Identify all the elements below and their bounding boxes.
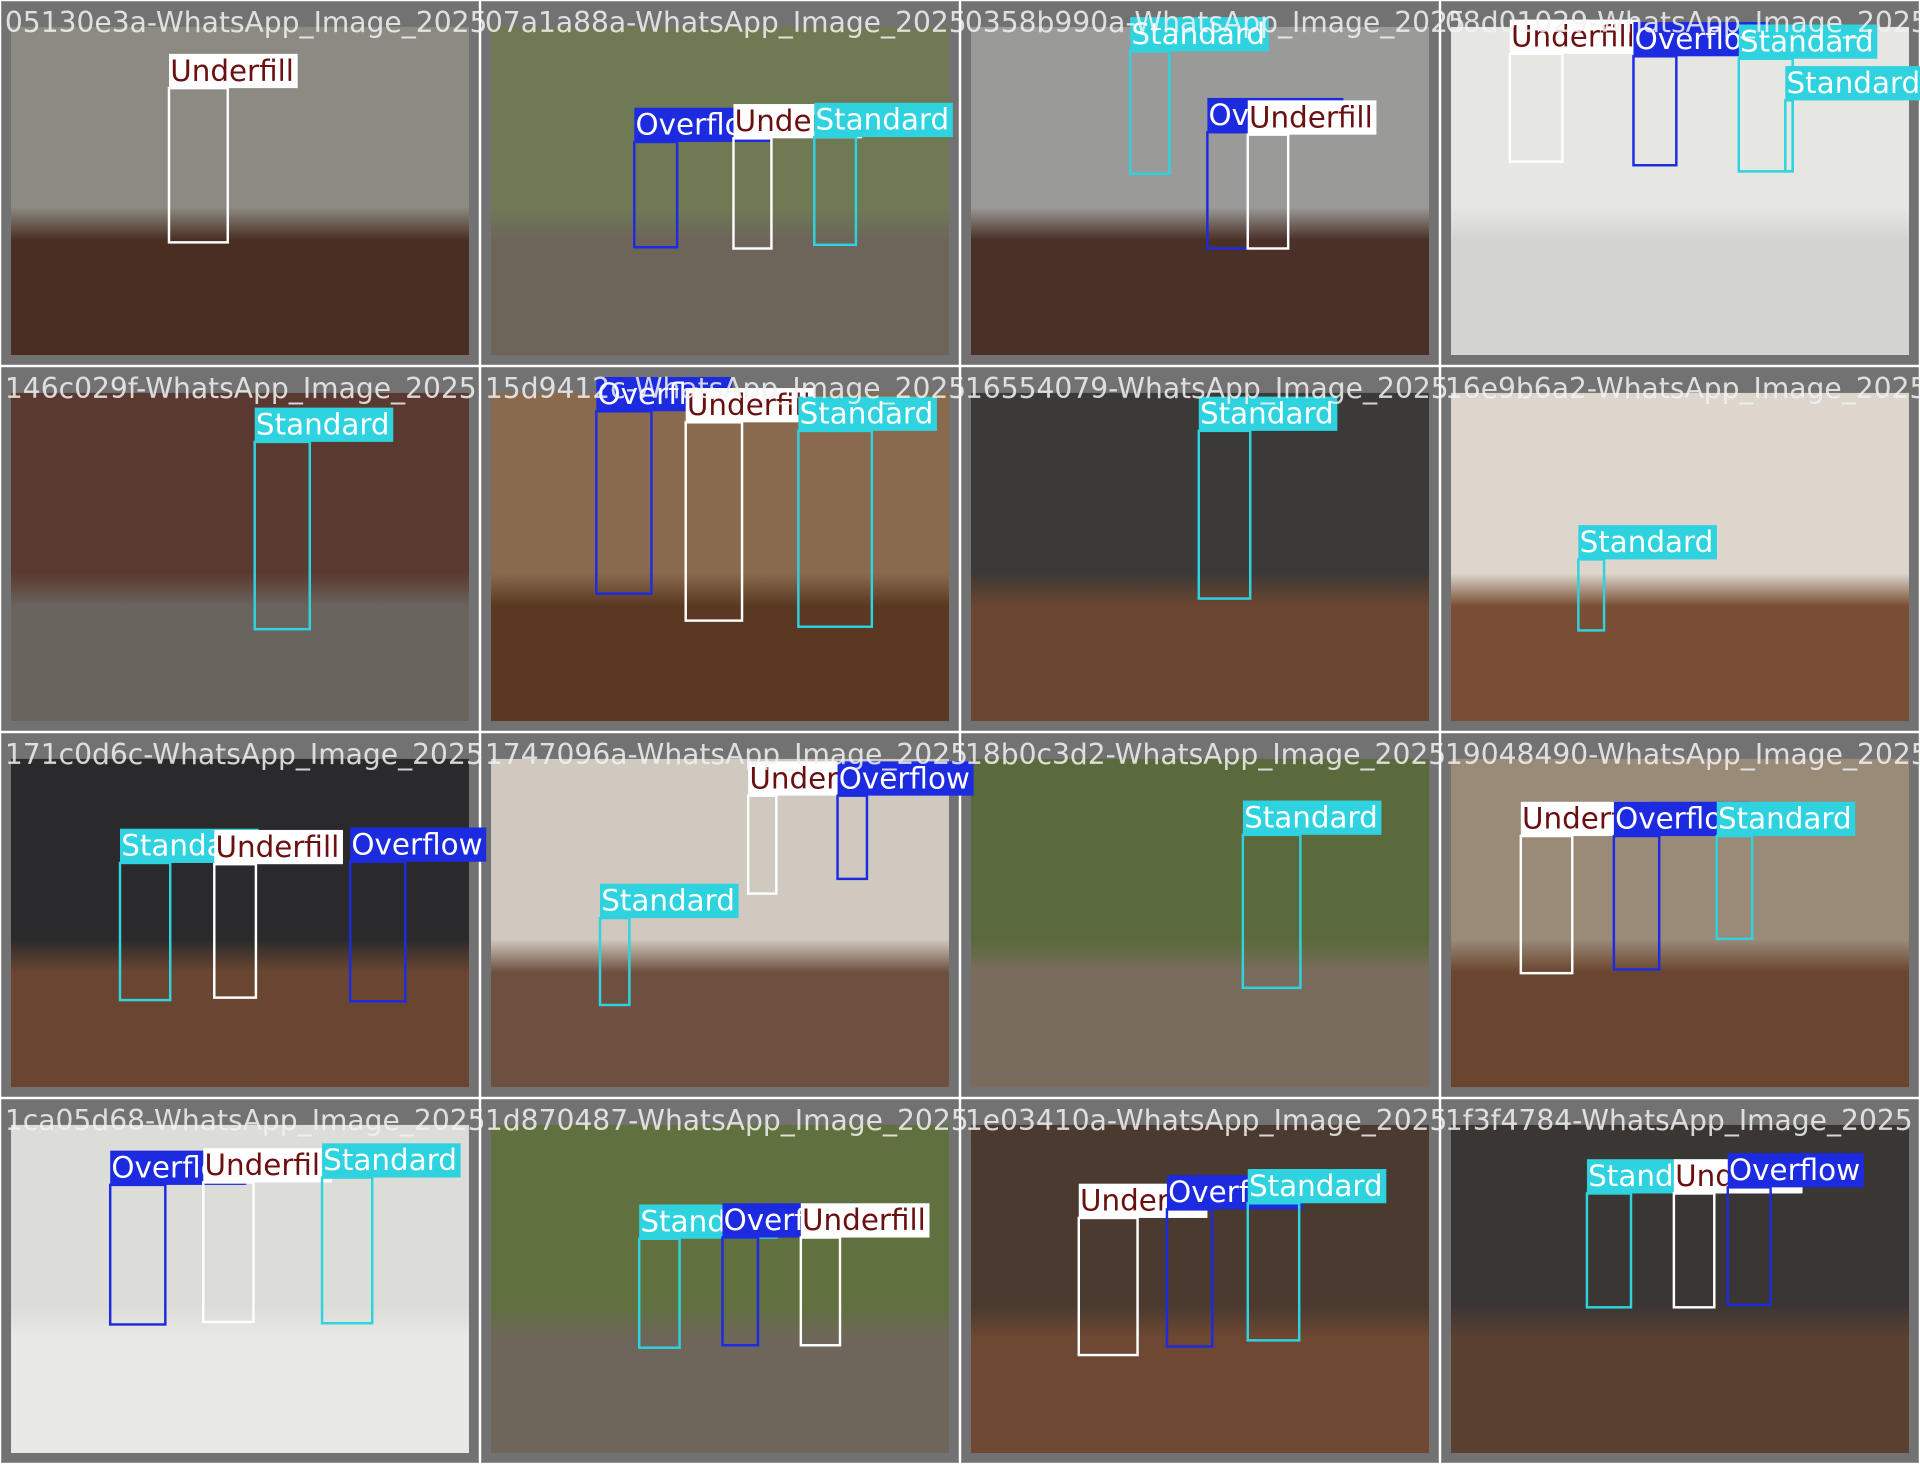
file-name: 1747096a-WhatsApp_Image_2025	[485, 738, 968, 771]
photo	[491, 1124, 949, 1453]
label-background	[214, 829, 343, 865]
label-background	[254, 407, 394, 442]
file-names: 05130e3a-WhatsApp_Image_202507a1a88a-Wha…	[5, 6, 1920, 1137]
label-background	[168, 53, 298, 89]
photo	[971, 26, 1429, 355]
file-name: 07a1a88a-WhatsApp_Image_2025	[485, 6, 967, 39]
box-label: Underfill	[170, 54, 294, 88]
photo	[491, 758, 949, 1087]
label-background	[685, 388, 815, 423]
label-background	[350, 827, 487, 862]
photo	[11, 392, 469, 721]
label-background	[837, 761, 974, 796]
label-background	[1509, 19, 1639, 54]
file-name: 1f3f4784-WhatsApp_Image_2025	[1445, 1104, 1913, 1137]
box-label: Overflow	[839, 761, 970, 795]
label-background	[798, 396, 937, 431]
file-name: 05130e3a-WhatsApp_Image_2025	[5, 6, 488, 39]
box-label: Underfill	[802, 1203, 926, 1237]
file-name: 15d9412c-WhatsApp_Image_2025	[485, 372, 966, 405]
box-label: Standard	[816, 103, 950, 137]
file-name: 16e9b6a2-WhatsApp_Image_2025	[1445, 372, 1920, 405]
bounding-box	[1165, 1208, 1214, 1348]
bounding-box	[637, 1237, 681, 1349]
label-background	[1247, 1168, 1387, 1204]
box-label: Standard	[323, 1143, 457, 1177]
file-name: 0358b990a-WhatsApp_Image_2025	[965, 6, 1466, 39]
bounding-box	[1726, 1186, 1772, 1307]
label-background	[1578, 525, 1717, 560]
box-label: Standard	[601, 884, 735, 918]
box-label: Underfill	[204, 1148, 328, 1182]
box-label: Underfill	[1249, 100, 1373, 134]
label-background	[203, 1148, 332, 1183]
label-background	[322, 1143, 461, 1178]
box-label: Standard	[256, 408, 390, 442]
box-label: Standard	[1249, 1169, 1383, 1203]
label-background	[1198, 396, 1338, 431]
box-label: Standard	[1244, 800, 1378, 834]
box-label: Overflow	[351, 827, 482, 861]
label-background	[600, 883, 739, 919]
file-name: 19048490-WhatsApp_Image_2025	[1445, 738, 1920, 771]
box-label: Standard	[1131, 17, 1265, 51]
file-name: 08d01029-WhatsApp_Image_2025	[1445, 6, 1920, 39]
label-background	[1247, 100, 1377, 135]
box-label: Standard	[800, 397, 934, 431]
file-name: 146c029f-WhatsApp_Image_2025	[5, 372, 477, 405]
label-background	[1242, 800, 1382, 835]
bounding-box	[1246, 133, 1290, 250]
file-name: 1ca05d68-WhatsApp_Image_2025	[5, 1104, 486, 1137]
file-name: 1e03410a-WhatsApp_Image_2025	[965, 1104, 1448, 1137]
label-background	[800, 1203, 930, 1238]
box-label: Standard	[1580, 525, 1714, 559]
box-label: Underfill	[687, 388, 811, 422]
box-label: Underfill	[1511, 20, 1635, 54]
box-label: Standard	[1718, 802, 1852, 836]
box-label: Standard	[1740, 24, 1874, 58]
bounding-box	[633, 140, 679, 249]
file-name: 1d870487-WhatsApp_Image_2025	[485, 1104, 969, 1137]
label-background	[814, 102, 953, 138]
detections: UnderfillOverflowUnderfillStandardStanda…	[108, 17, 1920, 1357]
label-background	[1727, 1153, 1864, 1188]
label-background	[1130, 17, 1269, 52]
box-label: Standard	[1787, 66, 1920, 100]
photo	[491, 26, 949, 355]
box-label: Overflow	[1729, 1153, 1860, 1187]
box-label: Standard	[1200, 397, 1334, 431]
label-background	[1738, 24, 1878, 59]
file-name: 16554079-WhatsApp_Image_2025	[965, 372, 1449, 405]
label-background	[1785, 66, 1920, 101]
photo	[11, 758, 469, 1087]
box-label: Underfill	[216, 830, 340, 864]
photo	[491, 392, 949, 721]
file-name: 171c0d6c-WhatsApp_Image_2025	[5, 738, 484, 771]
file-name: 18b0c3d2-WhatsApp_Image_2025	[965, 738, 1446, 771]
label-background	[1716, 801, 1856, 837]
bounding-box	[732, 137, 773, 250]
